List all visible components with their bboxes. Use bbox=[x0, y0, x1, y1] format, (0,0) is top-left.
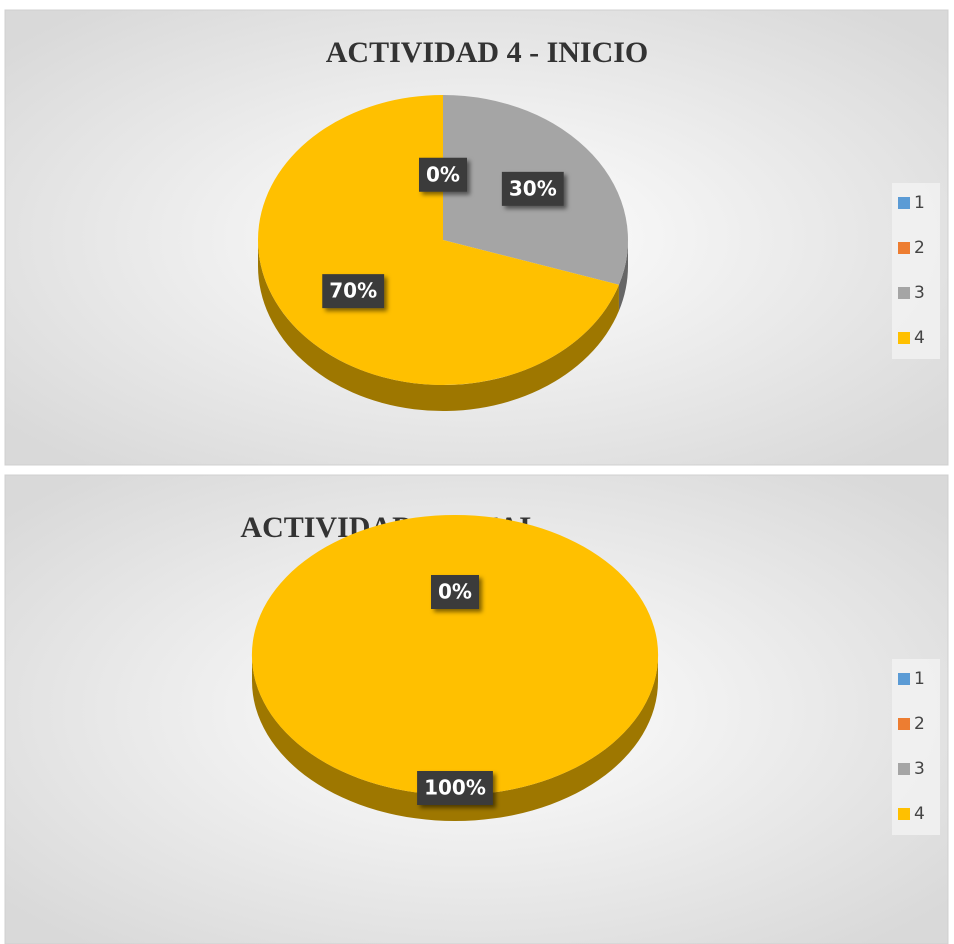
pie-slice bbox=[258, 95, 619, 385]
legend-label: 4 bbox=[914, 328, 925, 348]
data-label-text: 70% bbox=[329, 279, 377, 303]
data-label: 0% bbox=[419, 157, 467, 192]
legend-swatch bbox=[898, 763, 910, 775]
legend-label: 2 bbox=[914, 238, 925, 258]
data-label-box bbox=[417, 771, 493, 805]
legend-swatch bbox=[898, 242, 910, 254]
legend-label: 3 bbox=[914, 283, 925, 303]
pie-side bbox=[618, 240, 628, 311]
pie-side bbox=[252, 655, 658, 821]
legend-swatch bbox=[898, 332, 910, 344]
data-label: 0% bbox=[431, 575, 479, 609]
data-label-box bbox=[322, 274, 385, 309]
legend-swatch bbox=[898, 718, 910, 730]
data-label-box bbox=[419, 157, 467, 192]
legend-swatch bbox=[898, 197, 910, 209]
legend bbox=[892, 659, 940, 835]
data-label: 30% bbox=[501, 171, 564, 206]
data-label-text: 30% bbox=[509, 176, 557, 200]
data-label-box bbox=[431, 575, 479, 609]
data-label: 70% bbox=[322, 274, 385, 309]
pie-slice bbox=[251, 514, 659, 795]
data-label-text: 100% bbox=[424, 776, 486, 800]
legend-label: 4 bbox=[914, 804, 925, 824]
pie-side bbox=[258, 240, 619, 411]
legend-label: 3 bbox=[914, 759, 925, 779]
legend-swatch bbox=[898, 673, 910, 685]
data-label-text: 0% bbox=[426, 162, 460, 186]
legend-swatch bbox=[898, 287, 910, 299]
legend-label: 1 bbox=[914, 669, 925, 689]
legend-label: 1 bbox=[914, 193, 925, 213]
legend bbox=[892, 183, 940, 359]
data-label-text: 0% bbox=[438, 580, 472, 604]
data-label-box bbox=[501, 171, 564, 206]
legend-label: 2 bbox=[914, 714, 925, 734]
chart-title: ACTIVIDAD 4 - INICIO bbox=[326, 36, 649, 69]
legend-swatch bbox=[898, 808, 910, 820]
data-label: 100% bbox=[417, 771, 493, 805]
